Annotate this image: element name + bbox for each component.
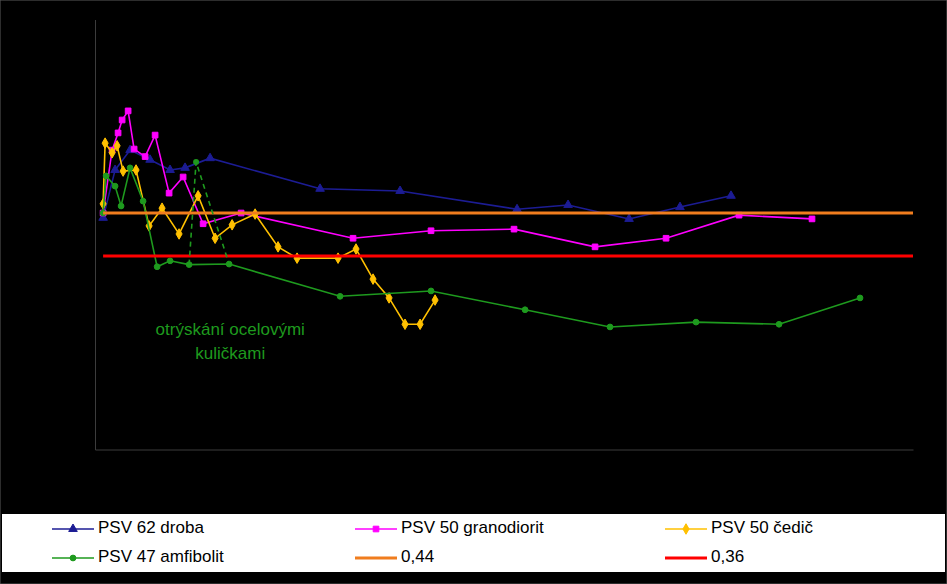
marker bbox=[370, 274, 376, 285]
series-line bbox=[103, 111, 812, 247]
reference-line bbox=[103, 212, 913, 215]
marker bbox=[176, 229, 182, 240]
marker bbox=[564, 200, 573, 207]
legend-swatch bbox=[665, 557, 707, 560]
marker bbox=[195, 191, 201, 202]
legend-marker bbox=[373, 526, 379, 532]
marker bbox=[118, 203, 124, 209]
legend-item: PSV 62 droba bbox=[52, 518, 204, 537]
marker bbox=[513, 204, 522, 211]
marker bbox=[120, 166, 126, 177]
y-axis bbox=[95, 20, 96, 450]
marker bbox=[200, 221, 206, 227]
axis-line bbox=[96, 450, 914, 451]
legend-label: PSV 50 čedič bbox=[711, 518, 814, 537]
marker bbox=[115, 130, 121, 136]
marker bbox=[167, 258, 173, 264]
legend-item: PSV 50 granodiorit bbox=[355, 518, 544, 537]
marker bbox=[103, 173, 109, 179]
marker bbox=[396, 186, 405, 193]
marker bbox=[353, 244, 359, 255]
marker bbox=[111, 165, 120, 172]
legend-item: PSV 47 amfibolit bbox=[52, 547, 224, 566]
marker bbox=[592, 244, 598, 250]
marker bbox=[142, 154, 148, 160]
marker bbox=[402, 319, 408, 330]
marker bbox=[294, 253, 300, 264]
marker bbox=[133, 165, 139, 176]
marker bbox=[119, 117, 125, 123]
legend-label: PSV 50 granodiorit bbox=[401, 518, 544, 537]
marker bbox=[152, 132, 158, 138]
marker bbox=[417, 319, 423, 330]
marker bbox=[428, 288, 434, 294]
marker bbox=[109, 148, 115, 159]
chart: otrýskání ocelovými kuličkami PSV 62 droba… bbox=[0, 0, 947, 584]
marker bbox=[727, 191, 736, 198]
legend-item: 0,44 bbox=[355, 547, 434, 566]
marker bbox=[776, 321, 782, 327]
marker bbox=[212, 233, 218, 244]
annotation-text: otrýskání ocelovými bbox=[156, 320, 305, 339]
marker bbox=[350, 235, 356, 241]
legend-label: 0,44 bbox=[401, 547, 434, 566]
marker bbox=[180, 174, 186, 180]
annotation-marker bbox=[193, 159, 199, 165]
legend: PSV 62 droba PSV 50 granodiorit PSV 50 čed… bbox=[2, 514, 945, 572]
annotation-line bbox=[189, 162, 229, 265]
legend-label: PSV 62 droba bbox=[98, 518, 204, 537]
marker bbox=[275, 242, 281, 253]
marker bbox=[857, 295, 863, 301]
plot-area: otrýskání ocelovými kuličkami bbox=[96, 20, 914, 450]
legend-item: 0,36 bbox=[665, 547, 744, 566]
marker bbox=[102, 138, 108, 149]
marker bbox=[428, 228, 434, 234]
legend-label: PSV 47 amfibolit bbox=[98, 547, 224, 566]
marker bbox=[125, 108, 131, 114]
marker bbox=[663, 235, 669, 241]
legend-marker bbox=[70, 555, 76, 561]
marker bbox=[693, 319, 699, 325]
marker bbox=[522, 307, 528, 313]
marker bbox=[166, 190, 172, 196]
marker bbox=[607, 324, 613, 330]
marker bbox=[140, 198, 146, 204]
marker bbox=[154, 264, 160, 270]
legend-label: 0,36 bbox=[711, 547, 744, 566]
marker bbox=[114, 141, 120, 152]
marker bbox=[316, 184, 325, 191]
series-line bbox=[103, 168, 860, 327]
annotation-text: kuličkami bbox=[195, 344, 265, 363]
marker bbox=[127, 165, 133, 171]
legend-marker bbox=[683, 524, 689, 535]
marker bbox=[181, 163, 190, 170]
marker bbox=[809, 216, 815, 222]
marker bbox=[335, 253, 341, 264]
marker bbox=[511, 226, 517, 232]
legend-marker bbox=[69, 524, 78, 531]
legend-box bbox=[2, 514, 945, 572]
legend-item: PSV 50 čedič bbox=[665, 518, 814, 537]
series-group bbox=[99, 108, 913, 330]
x-axis bbox=[96, 450, 914, 451]
marker bbox=[625, 214, 634, 221]
background bbox=[0, 0, 947, 584]
marker bbox=[166, 165, 175, 172]
marker bbox=[112, 183, 118, 189]
marker bbox=[432, 295, 438, 306]
marker bbox=[676, 202, 685, 209]
marker bbox=[206, 153, 215, 160]
series-line bbox=[103, 143, 435, 324]
marker bbox=[337, 293, 343, 299]
reference-line bbox=[103, 255, 913, 258]
axis-line bbox=[95, 20, 96, 450]
marker bbox=[229, 220, 235, 231]
marker bbox=[131, 146, 137, 152]
legend-swatch bbox=[355, 557, 397, 560]
